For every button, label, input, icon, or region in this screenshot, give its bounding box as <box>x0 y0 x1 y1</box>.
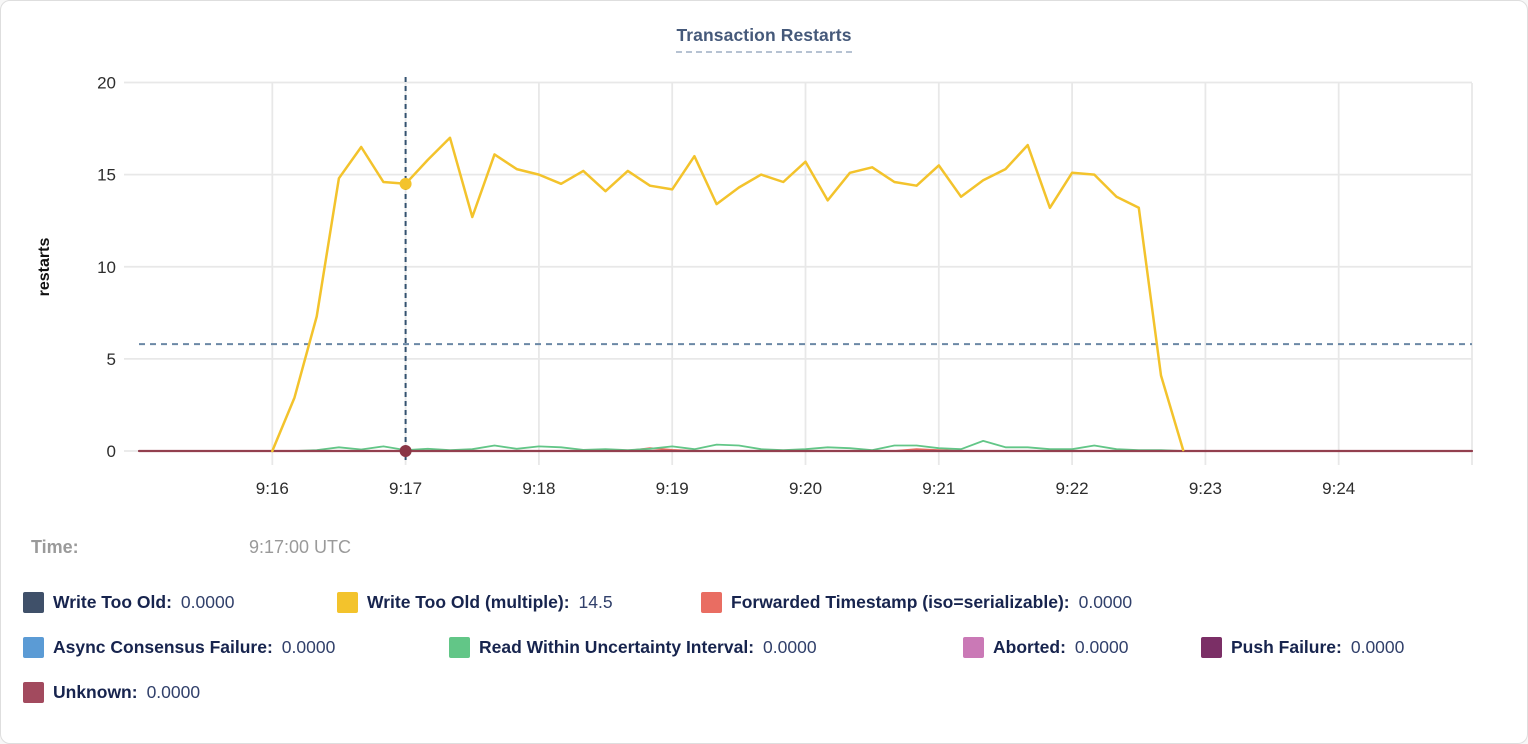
x-tick-label: 9:20 <box>789 479 822 498</box>
legend-row: Async Consensus Failure: 0.0000 Read Withi… <box>1 635 1527 661</box>
legend-item-write-too-old-multiple: Write Too Old (multiple): 14.5 <box>337 590 613 614</box>
chart-title[interactable]: Transaction Restarts <box>676 25 852 53</box>
y-axis-label: restarts <box>36 238 53 297</box>
hover-dot-unknown <box>399 445 412 457</box>
x-tick-label: 9:16 <box>256 479 289 498</box>
legend-label: Write Too Old (multiple): <box>367 591 570 612</box>
x-tick-label: 9:19 <box>656 479 689 498</box>
series-read-within-uncertainty-interval <box>271 439 1185 452</box>
legend-label: Read Within Uncertainty Interval: <box>479 636 755 657</box>
legend-value: 0.0000 <box>763 636 817 657</box>
legend-value: 0.0000 <box>1350 636 1405 657</box>
legend-value: 0.0000 <box>1078 591 1133 612</box>
legend-label: Write Too Old: <box>53 591 172 612</box>
y-tick-label: 20 <box>97 74 116 93</box>
legend-label: Push Failure: <box>1231 636 1342 657</box>
legend-row: Write Too Old: 0.0000 Write Too Old (multi… <box>1 590 1527 616</box>
push-failure-swatch <box>1201 636 1222 658</box>
hover-time-value: 9:17:00 UTC <box>249 537 352 557</box>
x-tick-label: 9:21 <box>922 479 955 498</box>
aborted-swatch <box>963 636 984 658</box>
legend-item-async-consensus-failure: Async Consensus Failure: 0.0000 <box>23 635 335 659</box>
legend-label: Aborted: <box>993 636 1066 657</box>
series-write-too-old-multiple <box>271 136 1185 453</box>
read-within-uncertainty-interval-swatch <box>449 636 470 658</box>
legend-item-aborted: Aborted: 0.0000 <box>963 635 1128 659</box>
legend-row: Unknown: 0.0000 <box>1 680 1527 706</box>
chart-title-wrap: Transaction Restarts <box>1 25 1527 53</box>
x-tick-label: 9:23 <box>1189 479 1222 498</box>
hover-time-label: Time: <box>31 537 79 557</box>
unknown-swatch <box>23 681 44 703</box>
legend-value: 0.0000 <box>1074 636 1129 657</box>
hover-dot-write-too-old-multiple <box>399 177 412 190</box>
x-tick-label: 9:18 <box>522 479 555 498</box>
y-tick-label: 15 <box>97 166 116 185</box>
legend-item-push-failure: Push Failure: 0.0000 <box>1201 635 1404 659</box>
x-tick-label: 9:17 <box>389 479 422 498</box>
legend-item-read-within-uncertainty-interval: Read Within Uncertainty Interval: 0.0000 <box>449 635 817 659</box>
chart-canvas[interactable]: 0 5 10 15 20 9:16 9:17 9:18 9:19 9:20 9:21 9:22 9:23… <box>1 1 1528 516</box>
async-consensus-failure-swatch <box>23 636 44 658</box>
y-tick-label: 0 <box>107 442 116 461</box>
y-tick-label: 10 <box>97 258 116 277</box>
hover-time-row: Time: 9:17:00 UTC <box>1 537 1527 565</box>
x-tick-label: 9:24 <box>1322 479 1355 498</box>
write-too-old-multiple-swatch <box>337 591 358 613</box>
legend-item-unknown: Unknown: 0.0000 <box>23 680 200 704</box>
legend-value: 0.0000 <box>180 591 235 612</box>
x-tick-label: 9:22 <box>1056 479 1089 498</box>
legend-label: Forwarded Timestamp (iso=serializable): <box>731 591 1070 612</box>
legend-label: Unknown: <box>53 681 138 702</box>
legend-value: 14.5 <box>578 591 613 612</box>
y-tick-label: 5 <box>107 350 116 369</box>
legend-label: Async Consensus Failure: <box>53 636 273 657</box>
write-too-old-swatch <box>23 591 44 613</box>
legend-item-forwarded-timestamp-iso-serializable: Forwarded Timestamp (iso=serializable): 0… <box>701 590 1132 614</box>
forwarded-timestamp-iso-serializable-swatch <box>701 591 722 613</box>
legend-value: 0.0000 <box>281 636 336 657</box>
legend-value: 0.0000 <box>146 681 201 702</box>
legend-item-write-too-old: Write Too Old: 0.0000 <box>23 590 234 614</box>
